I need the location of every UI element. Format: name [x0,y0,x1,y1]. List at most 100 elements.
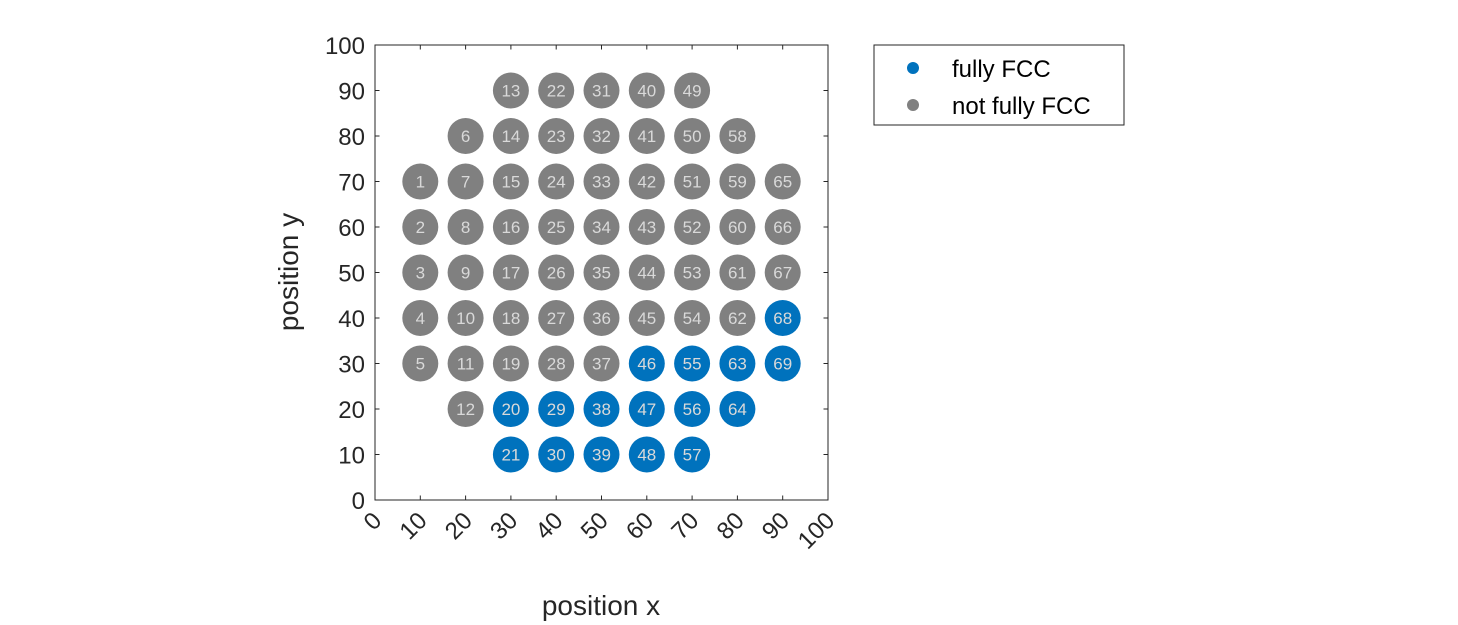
y-tick-label: 60 [338,215,365,242]
data-point [447,391,484,427]
data-point-label: 4 [416,309,425,328]
legend-box [873,44,1125,126]
data-point-label: 66 [773,218,792,237]
x-tick-label: 30 [485,507,523,545]
data-point [583,300,620,336]
data-point-label: 17 [501,264,520,283]
data-point [538,72,575,109]
data-point [674,391,711,427]
x-tick-label: 0 [359,507,388,536]
data-point-label: 27 [547,309,566,328]
data-point-label: 56 [683,400,702,419]
data-point [492,163,529,200]
data-point-label: 64 [728,400,747,419]
data-point-label: 48 [637,446,656,465]
x-tick-label: 40 [530,507,568,545]
data-point-label: 42 [637,173,656,192]
x-tick-label: 90 [757,507,795,545]
data-point-label: 60 [728,218,747,237]
legend-marker-fully-fcc [907,62,919,74]
x-tick-label: 70 [666,507,704,545]
data-point [583,163,620,200]
x-tick-label: 60 [621,507,659,545]
data-point-label: 20 [501,400,520,419]
data-point [447,345,484,382]
data-point-label: 32 [592,127,611,146]
data-point [583,254,620,291]
data-point [628,209,665,245]
data-point-label: 25 [547,218,566,237]
data-point-label: 31 [592,82,611,101]
x-tick-label: 80 [712,507,750,545]
data-point [719,345,756,382]
x-tick-label: 10 [395,507,433,545]
data-point-label: 55 [683,355,702,374]
data-point [538,118,575,154]
y-axis-title: position y [273,213,304,331]
data-point-label: 19 [501,355,520,374]
data-point [764,300,801,336]
data-point-label: 54 [683,309,702,328]
data-point-label: 15 [501,173,520,192]
data-point-label: 62 [728,309,747,328]
data-point-label: 23 [547,127,566,146]
data-point [628,345,665,382]
y-tick-label: 90 [338,79,365,106]
data-point [674,436,711,473]
y-tick-label: 0 [352,488,365,515]
data-point [628,163,665,200]
data-point-label: 49 [683,82,702,101]
data-point [583,391,620,427]
data-point-label: 50 [683,127,702,146]
data-point [492,254,529,291]
data-point-label: 26 [547,264,566,283]
data-point-label: 16 [501,218,520,237]
y-tick-label: 10 [338,443,365,470]
data-point-label: 18 [501,309,520,328]
data-point [674,163,711,200]
data-point [447,118,484,154]
data-point-label: 29 [547,400,566,419]
data-point [628,436,665,473]
y-tick-label: 50 [338,261,365,288]
data-point-label: 45 [637,309,656,328]
data-point-label: 11 [457,355,475,374]
data-point-label: 13 [501,82,520,101]
data-point [538,163,575,200]
data-point-label: 44 [637,264,656,283]
data-point-label: 28 [547,355,566,374]
data-point-label: 43 [637,218,656,237]
data-point [719,163,756,200]
data-point-label: 37 [592,355,611,374]
data-point-label: 14 [501,127,520,146]
data-point [674,72,711,109]
data-point [492,300,529,336]
data-point [447,300,484,336]
data-point-label: 67 [773,264,792,283]
data-point-label: 53 [683,264,702,283]
data-point [764,163,801,200]
data-point-label: 30 [547,446,566,465]
data-point-label: 68 [773,309,792,328]
data-point-label: 33 [592,173,611,192]
data-point-label: 61 [728,264,747,283]
data-point [402,254,439,291]
data-point-label: 35 [592,264,611,283]
data-point [538,436,575,473]
data-point-label: 22 [547,82,566,101]
data-point-label: 1 [416,173,425,192]
data-point-label: 34 [592,218,611,237]
data-point [764,345,801,382]
data-point-label: 41 [637,127,656,146]
x-tick-label: 100 [793,507,840,554]
y-tick-label: 80 [338,124,365,151]
y-tick-label: 70 [338,170,365,197]
data-point [674,118,711,154]
data-point [492,436,529,473]
data-point-label: 51 [683,173,702,192]
data-point [719,391,756,427]
data-point-label: 10 [456,309,475,328]
data-point [719,254,756,291]
data-point-label: 47 [637,400,656,419]
data-point [719,300,756,336]
